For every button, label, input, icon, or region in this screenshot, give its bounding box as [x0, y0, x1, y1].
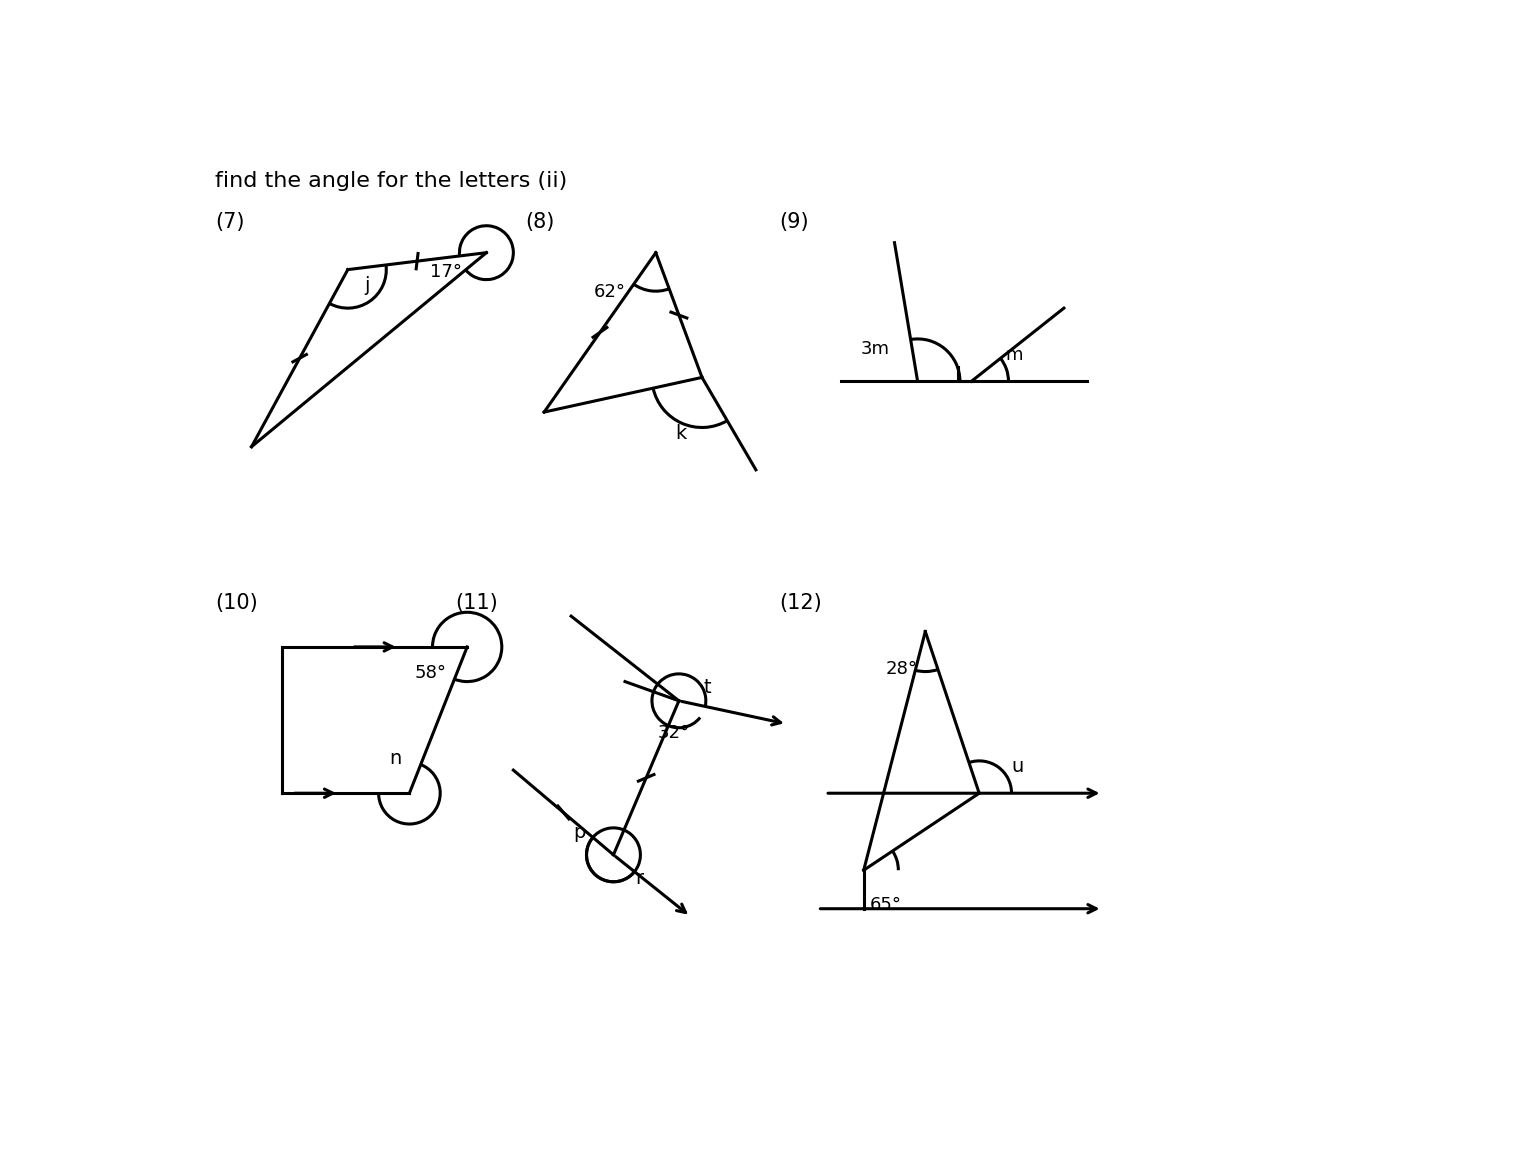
- Text: 3m: 3m: [860, 340, 889, 358]
- Text: j: j: [365, 276, 369, 295]
- Text: 62°: 62°: [594, 283, 626, 302]
- Text: k: k: [675, 424, 686, 443]
- Text: (11): (11): [456, 593, 499, 613]
- Text: (9): (9): [778, 212, 809, 232]
- Text: 65°: 65°: [869, 896, 901, 914]
- Text: r: r: [635, 869, 643, 888]
- Text: 17°: 17°: [430, 264, 462, 281]
- Text: t: t: [704, 679, 711, 697]
- Text: (7): (7): [216, 212, 245, 232]
- Text: p: p: [573, 823, 585, 842]
- Text: find the angle for the letters (ii): find the angle for the letters (ii): [216, 171, 567, 191]
- Text: m: m: [1005, 346, 1023, 364]
- Text: 32°: 32°: [657, 724, 690, 742]
- Text: (12): (12): [778, 593, 822, 613]
- Text: 28°: 28°: [885, 660, 917, 677]
- Text: u: u: [1011, 757, 1024, 776]
- Text: n: n: [389, 749, 401, 768]
- Text: (10): (10): [216, 593, 258, 613]
- Text: (8): (8): [524, 212, 555, 232]
- Text: 58°: 58°: [415, 664, 447, 682]
